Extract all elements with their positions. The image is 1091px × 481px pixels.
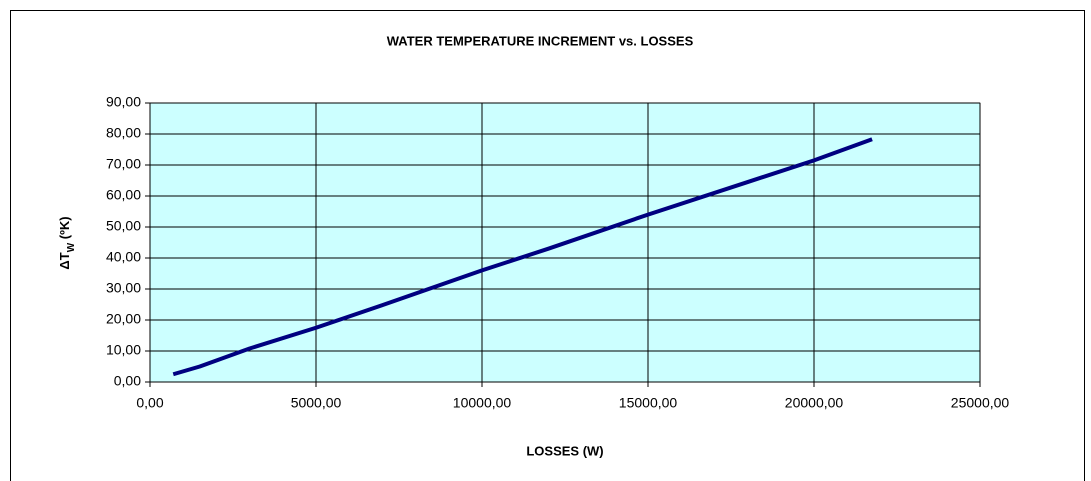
y-label-sub: W bbox=[66, 242, 77, 252]
y-label-main: ΔT bbox=[57, 252, 72, 269]
x-tick-label: 10000,00 bbox=[453, 395, 512, 411]
x-tick-label: 25000,00 bbox=[951, 395, 1010, 411]
y-tick-label: 20,00 bbox=[106, 311, 141, 327]
data-line bbox=[172, 137, 873, 377]
x-tick-label: 0,00 bbox=[136, 395, 163, 411]
y-axis-label: ΔTW (ºK) bbox=[57, 216, 76, 269]
y-tick-label: 10,00 bbox=[106, 342, 141, 358]
x-axis-label: LOSSES (W) bbox=[526, 443, 603, 458]
chart-title: WATER TEMPERATURE INCREMENT vs. LOSSES bbox=[387, 33, 694, 48]
y-tick-label: 50,00 bbox=[106, 218, 141, 234]
x-tick-label: 5000,00 bbox=[291, 395, 342, 411]
y-tick-label: 60,00 bbox=[106, 187, 141, 203]
x-tick-label: 15000,00 bbox=[619, 395, 678, 411]
y-label-unit: (ºK) bbox=[57, 216, 72, 242]
y-tick-label: 0,00 bbox=[114, 373, 141, 389]
x-tick-label: 20000,00 bbox=[785, 395, 844, 411]
y-tick-label: 80,00 bbox=[106, 125, 141, 141]
y-tick-label: 30,00 bbox=[106, 280, 141, 296]
y-tick-label: 90,00 bbox=[106, 94, 141, 110]
y-tick-label: 40,00 bbox=[106, 249, 141, 265]
y-tick-label: 70,00 bbox=[106, 156, 141, 172]
